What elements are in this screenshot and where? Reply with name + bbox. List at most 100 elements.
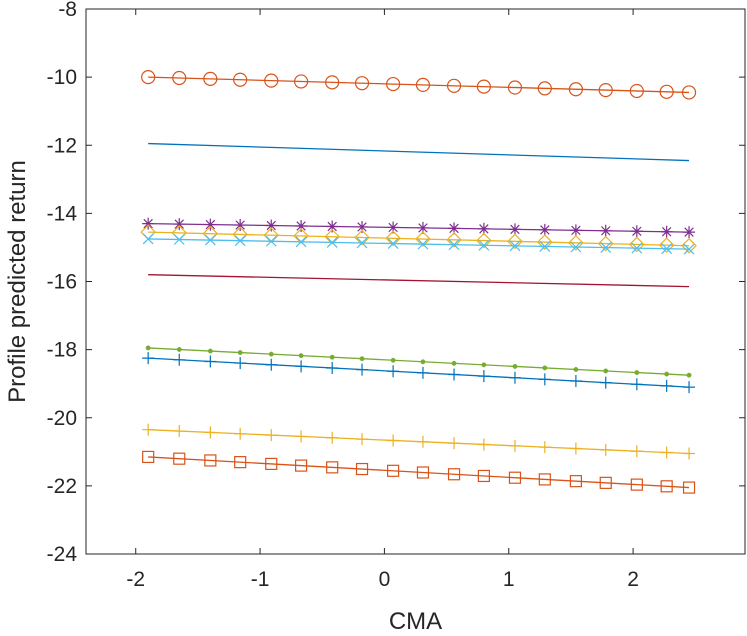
series-9-point [326, 431, 339, 444]
series-8-point [660, 379, 673, 392]
series-4-point [507, 233, 523, 250]
series-7-point [329, 354, 335, 360]
series-5-point [234, 235, 246, 247]
series-3-point [660, 225, 673, 238]
series-5-point [387, 238, 399, 249]
series-7-point [542, 365, 548, 371]
series-9-point [265, 429, 278, 442]
series-7-point [420, 359, 426, 365]
x-tick-label: 0 [379, 568, 391, 591]
y-tick-label: -16 [47, 271, 77, 294]
series-7-point [359, 356, 365, 362]
y-tick-label: -24 [47, 543, 78, 566]
series-4-point [446, 231, 462, 248]
series-7-point [268, 351, 274, 357]
series-9 [142, 423, 696, 460]
series-9-point [569, 442, 582, 455]
series-4-point [324, 228, 341, 245]
series-7-point [512, 363, 518, 369]
series-5-point [295, 236, 307, 248]
series-1-point [598, 82, 613, 98]
x-tick-label: 2 [627, 568, 639, 591]
y-tick-label: -20 [47, 407, 77, 430]
series-1-point [568, 82, 583, 97]
series-8-point [326, 361, 339, 374]
series-8-point [265, 358, 278, 371]
series-5-point [539, 240, 551, 252]
series-5-point [683, 243, 695, 255]
series-9-point [660, 446, 673, 459]
series-9-point [234, 427, 247, 440]
series-10-point [660, 480, 673, 493]
series-2-line [148, 142, 690, 162]
series-10-point [265, 457, 278, 470]
series-1-point [141, 70, 156, 85]
series-10-point [173, 452, 186, 465]
series-8-point [356, 363, 369, 376]
y-axis-label: Profile predicted return [4, 160, 31, 403]
series-8 [142, 352, 696, 394]
series-3-point [477, 222, 490, 235]
series-5-point [265, 235, 277, 247]
x-tick-label: 1 [503, 568, 515, 591]
series-8-point [683, 381, 696, 394]
tick-labels: -2 -1 0 1 2-24-22-20-18-16-14-12-10-8 [47, 0, 639, 591]
series-9-point [173, 425, 186, 438]
series-1-point [172, 70, 187, 86]
series-1-point [507, 80, 523, 95]
series-10-point [569, 475, 582, 488]
series-9-point [508, 439, 521, 452]
series-1-point [681, 85, 697, 100]
series-8-point [234, 357, 247, 370]
series-7-point [603, 368, 609, 374]
series-4-point [415, 231, 431, 247]
series-3 [142, 217, 696, 239]
series-9-point [142, 423, 155, 436]
series-8-point [142, 352, 155, 365]
series-7-point [634, 370, 640, 375]
series-7-point [207, 348, 213, 354]
series-1-point [537, 81, 552, 96]
series-10-point [295, 459, 308, 472]
series-10 [142, 450, 696, 494]
series-8-point [630, 378, 643, 391]
series-8-point [569, 375, 582, 388]
series-3-point [683, 226, 696, 239]
series-7-point [145, 345, 151, 351]
series-5 [142, 233, 695, 255]
series-1-point [386, 76, 401, 92]
y-tick-label: -12 [47, 134, 77, 157]
series-3-point [538, 223, 551, 236]
series-3-point [387, 221, 400, 234]
y-tick-label: -14 [47, 202, 78, 225]
series-4-point [597, 235, 614, 252]
series-6-line [148, 274, 690, 288]
series-1-point [203, 71, 218, 86]
series-8-point [295, 360, 308, 373]
series-4-point [354, 229, 370, 246]
series-7 [145, 345, 692, 378]
y-tick-label: -18 [47, 339, 77, 362]
series-3-point [569, 224, 582, 237]
series-1-point [233, 72, 248, 87]
series-1-point [294, 74, 309, 89]
series-7-point [481, 362, 487, 368]
series-1-point [325, 75, 340, 90]
series-5-line [148, 238, 690, 250]
series-4-point [293, 228, 309, 244]
series-8-point [416, 366, 429, 379]
series-3-point [508, 223, 521, 236]
series-8-point [173, 353, 186, 366]
series-10-point [387, 464, 400, 477]
series-8-point [204, 355, 217, 368]
series-7-point [451, 360, 457, 366]
series-10-point [416, 466, 430, 479]
series-5-point [600, 242, 612, 253]
axes [85, 8, 746, 555]
series-9-point [477, 438, 490, 451]
series-5-point [417, 238, 429, 250]
series-8-point [448, 368, 461, 381]
series-10-point [508, 471, 522, 484]
series-4-point [536, 234, 553, 250]
series-3-point [295, 220, 308, 233]
